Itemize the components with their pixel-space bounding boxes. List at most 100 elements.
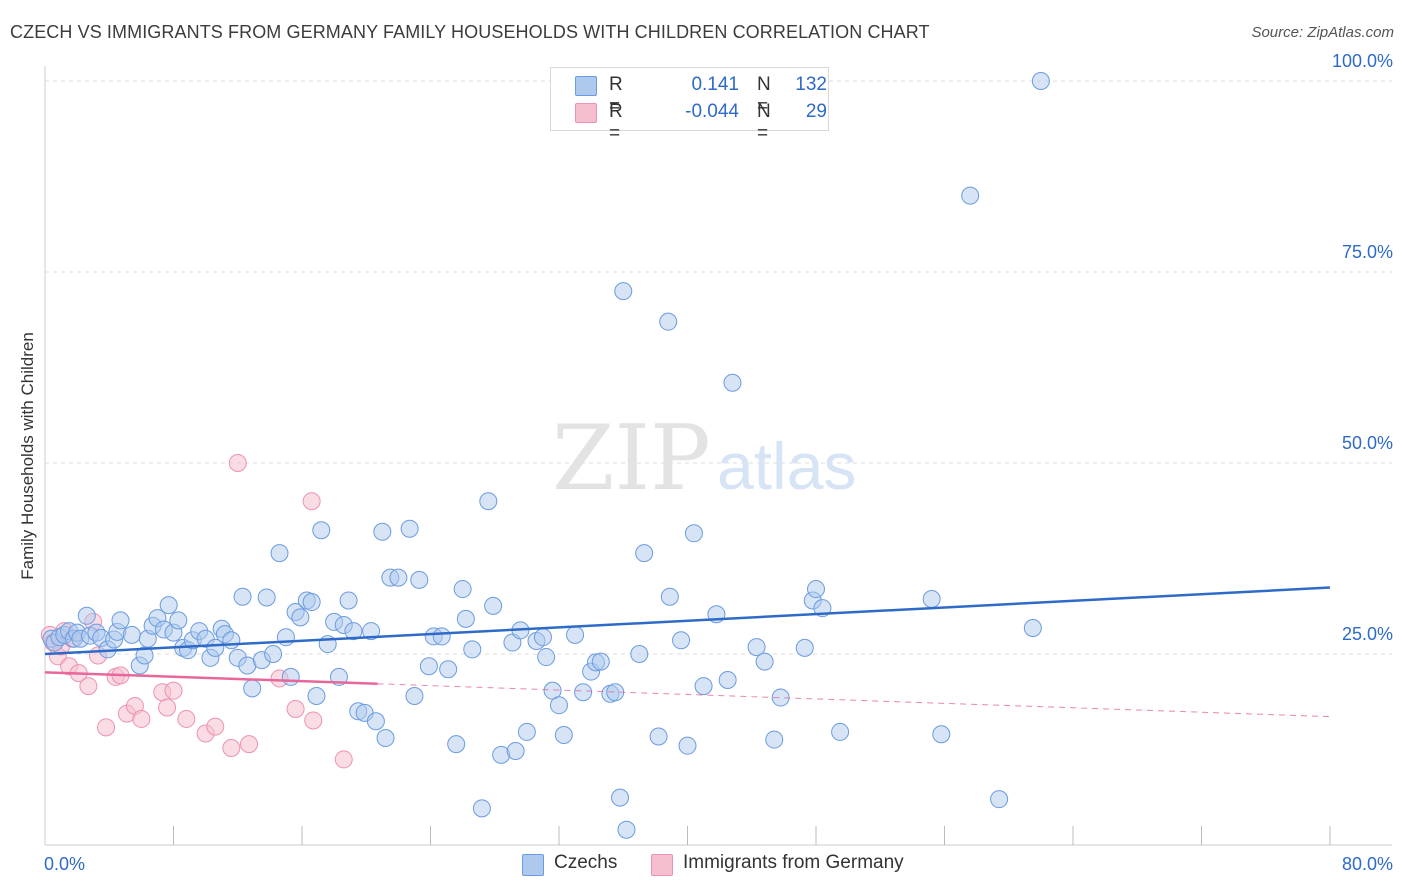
y-tick-label: 100.0%	[1332, 51, 1393, 71]
data-point-immigrants	[286, 700, 305, 719]
data-point-czechs	[366, 712, 385, 731]
data-point-immigrants	[132, 709, 151, 728]
legend-label-czechs: Czechs	[554, 852, 618, 873]
data-point-czechs	[566, 625, 585, 644]
data-point-czechs	[533, 628, 552, 647]
data-point-immigrants	[239, 735, 258, 754]
data-point-czechs	[765, 730, 784, 749]
data-point-czechs	[517, 722, 536, 741]
data-point-czechs	[270, 544, 289, 563]
data-point-czechs	[206, 638, 225, 657]
data-point-immigrants	[97, 718, 116, 737]
data-point-czechs	[307, 687, 326, 706]
y-tick-label: 25.0%	[1342, 624, 1393, 644]
x-tick-label: 0.0%	[44, 854, 85, 874]
data-point-czechs	[484, 596, 503, 615]
data-point-immigrants	[158, 698, 177, 717]
data-point-czechs	[463, 640, 482, 659]
series-czechs	[42, 72, 1050, 839]
y-tick-label: 75.0%	[1342, 242, 1393, 262]
data-point-czechs	[432, 627, 451, 646]
data-point-czechs	[635, 544, 654, 563]
data-point-czechs	[537, 648, 556, 667]
source-credit: Source: ZipAtlas.com	[1251, 24, 1394, 41]
data-point-immigrants	[302, 492, 321, 511]
trend-line-immigrants-dashed	[377, 683, 1331, 718]
data-point-czechs	[554, 725, 573, 744]
legend-label-immigrants: Immigrants from Germany	[683, 852, 904, 873]
data-point-czechs	[831, 722, 850, 741]
data-point-czechs	[649, 727, 668, 746]
trend-line-czechs	[44, 586, 1331, 656]
data-point-immigrants	[228, 454, 247, 472]
trend-line-immigrants	[44, 671, 378, 686]
legend-swatch-czechs	[522, 854, 544, 876]
data-point-czechs	[264, 645, 283, 663]
data-point-czechs	[1031, 72, 1050, 90]
data-point-czechs	[339, 591, 358, 610]
r-value: 0.141	[691, 74, 739, 95]
data-point-czechs	[281, 667, 300, 686]
data-point-czechs	[222, 631, 241, 650]
data-point-czechs	[419, 657, 438, 676]
n-value: 132	[795, 74, 827, 95]
data-point-czechs	[723, 373, 742, 392]
legend-swatch-immigrants	[651, 854, 673, 876]
data-point-czechs	[550, 696, 568, 715]
data-point-immigrants	[164, 681, 183, 700]
data-point-czechs	[747, 638, 766, 657]
data-point-czechs	[591, 652, 610, 671]
data-point-immigrants	[79, 677, 98, 696]
data-point-czechs	[574, 683, 593, 702]
data-point-czechs	[159, 596, 178, 615]
data-point-czechs	[472, 799, 491, 818]
data-point-czechs	[243, 679, 262, 698]
data-point-immigrants	[334, 750, 353, 769]
gridlines	[45, 80, 1392, 655]
legend-swatch-czechs	[575, 76, 597, 96]
data-point-czechs	[630, 645, 649, 663]
data-point-czechs	[718, 670, 737, 689]
watermark-zip: ZIP	[552, 406, 711, 511]
data-point-czechs	[932, 725, 951, 744]
data-point-czechs	[169, 611, 188, 630]
data-point-czechs	[410, 570, 429, 589]
data-point-czechs	[694, 677, 713, 696]
data-point-czechs	[1023, 619, 1042, 638]
data-point-czechs	[373, 522, 392, 541]
data-point-czechs	[678, 736, 697, 755]
watermark-atlas: atlas	[717, 429, 856, 503]
legend-swatch-immigrants	[575, 103, 597, 123]
data-point-czechs	[276, 628, 295, 647]
data-point-czechs	[302, 593, 321, 612]
data-point-czechs	[922, 589, 941, 608]
axes	[44, 66, 1392, 846]
n-label: N =	[757, 101, 771, 144]
data-point-czechs	[439, 660, 458, 679]
data-point-czechs	[617, 820, 636, 839]
data-point-czechs	[122, 625, 141, 644]
data-point-immigrants	[304, 711, 323, 730]
data-point-czechs	[672, 631, 691, 650]
data-point-czechs	[659, 312, 678, 331]
data-point-czechs	[660, 587, 679, 606]
data-point-czechs	[233, 587, 252, 606]
data-point-czechs	[77, 606, 96, 625]
data-point-czechs	[506, 742, 525, 761]
r-label: R =	[609, 74, 623, 117]
n-label: N =	[757, 74, 771, 117]
data-point-czechs	[447, 735, 466, 754]
r-label: R =	[609, 101, 623, 144]
data-point-czechs	[453, 580, 472, 599]
tick-labels: 100.0% 75.0% 50.0% 25.0% 0.0% 80.0%	[44, 51, 1393, 874]
data-point-czechs	[961, 186, 980, 205]
data-point-czechs	[755, 652, 774, 671]
data-point-czechs	[291, 608, 310, 627]
data-point-immigrants	[206, 717, 225, 736]
data-point-czechs	[111, 611, 130, 630]
stats-legend: R = 0.141 N = 132 R = -0.044 N = 29	[550, 67, 829, 144]
data-point-czechs	[614, 282, 633, 301]
data-point-immigrants	[222, 738, 241, 757]
data-point-czechs	[807, 580, 825, 599]
